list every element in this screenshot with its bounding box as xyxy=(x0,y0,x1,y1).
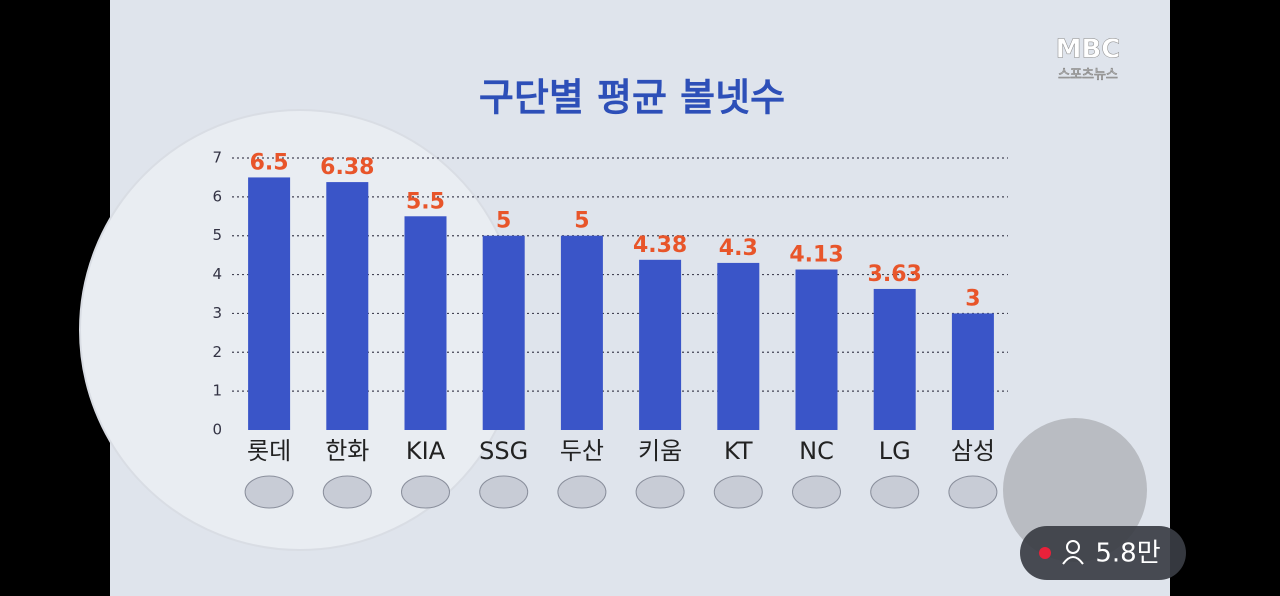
y-tick-label: 4 xyxy=(212,265,222,283)
bar xyxy=(326,182,369,430)
x-tick-label: SSG xyxy=(479,437,528,465)
viewer-icon-body xyxy=(1062,556,1084,565)
y-tick-label: 1 xyxy=(212,382,222,400)
value-label: 6.38 xyxy=(320,155,374,180)
x-tick-label: 삼성 xyxy=(951,437,995,465)
y-tick-label: 2 xyxy=(212,343,222,361)
chart-title: 구단별 평균 볼넷수 xyxy=(479,76,785,120)
x-tick-label: 두산 xyxy=(560,437,604,465)
y-tick-label: 0 xyxy=(212,421,222,439)
y-tick-label: 7 xyxy=(212,149,222,167)
y-tick-label: 6 xyxy=(212,187,222,205)
x-tick-label: KT xyxy=(724,437,753,465)
x-tick-label: NC xyxy=(799,437,834,465)
logo-section: 스포츠뉴스 xyxy=(1058,68,1118,83)
bar xyxy=(404,216,447,430)
bar xyxy=(951,313,994,430)
bar xyxy=(717,262,760,430)
team-logo xyxy=(713,475,763,509)
y-tick-label: 5 xyxy=(212,226,222,244)
team-logo xyxy=(322,475,372,509)
team-logo xyxy=(948,475,998,509)
x-tick-label: LG xyxy=(879,437,911,465)
value-label: 5 xyxy=(574,209,589,234)
value-label: 4.13 xyxy=(789,243,843,268)
value-label: 5 xyxy=(496,209,511,234)
bar xyxy=(639,259,682,430)
x-tick-label: 키움 xyxy=(638,437,682,465)
x-tick-label: 롯데 xyxy=(247,437,291,465)
y-tick-label: 3 xyxy=(212,304,222,322)
team-logo xyxy=(635,475,685,509)
value-label: 6.5 xyxy=(250,150,289,175)
team-logo xyxy=(401,475,450,509)
value-label: 3 xyxy=(965,286,980,311)
team-logo xyxy=(557,475,607,509)
bar xyxy=(482,235,525,430)
bar xyxy=(795,269,838,430)
viewer-icon xyxy=(1066,540,1080,554)
value-label: 4.3 xyxy=(719,236,758,261)
logo-brand: MBC xyxy=(1056,35,1121,65)
bar xyxy=(873,288,916,430)
viewer-count: 5.8만 xyxy=(1095,539,1160,569)
baseball-decoration xyxy=(79,109,521,551)
value-label: 3.63 xyxy=(868,262,922,287)
bar xyxy=(248,177,291,430)
team-logo xyxy=(792,475,841,509)
live-dot xyxy=(1039,547,1051,559)
bar xyxy=(560,235,603,430)
value-label: 4.38 xyxy=(633,233,687,258)
viewer-badge[interactable] xyxy=(1020,526,1186,580)
team-logo xyxy=(870,475,920,509)
x-tick-label: KIA xyxy=(406,437,446,465)
team-logo xyxy=(479,475,529,509)
team-logo xyxy=(244,475,294,509)
value-label: 5.5 xyxy=(406,189,445,214)
x-tick-label: 한화 xyxy=(325,437,369,465)
